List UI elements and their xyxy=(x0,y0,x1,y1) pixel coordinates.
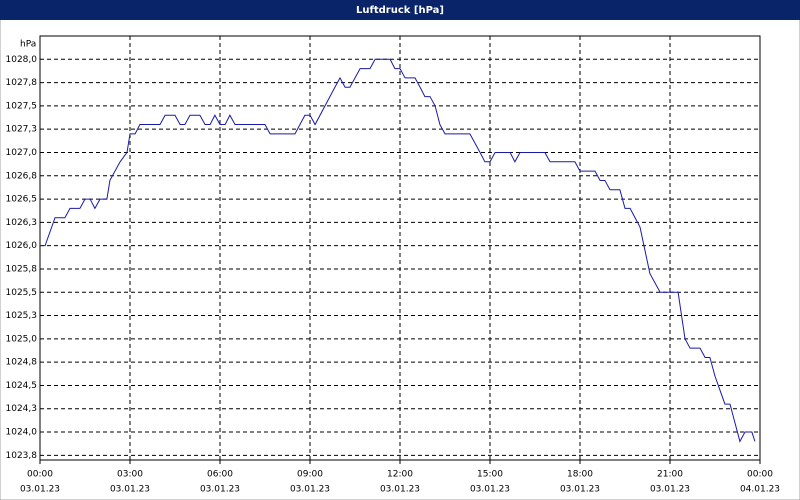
x-tick-date: 03.01.23 xyxy=(470,485,510,495)
x-tick-label: 00:00 xyxy=(27,470,53,480)
y-tick-label: 1027,5 xyxy=(6,101,38,111)
y-tick-label: 1027,3 xyxy=(6,125,38,135)
x-tick-date: 03.01.23 xyxy=(560,485,600,495)
x-tick-date: 04.01.23 xyxy=(740,485,780,495)
y-tick-label: 1023,8 xyxy=(6,451,38,461)
x-tick-label: 00:00 xyxy=(747,470,773,480)
y-tick-label: 1025,5 xyxy=(6,288,38,298)
y-tick-label: 1025,0 xyxy=(6,334,38,344)
x-tick-date: 03.01.23 xyxy=(290,485,330,495)
y-tick-label: 1027,8 xyxy=(6,78,38,88)
y-tick-label: 1024,3 xyxy=(6,404,38,414)
y-tick-label: 1024,8 xyxy=(6,358,38,368)
x-tick-label: 09:00 xyxy=(297,470,323,480)
y-tick-label: 1025,8 xyxy=(6,264,38,274)
y-tick-label: 1026,5 xyxy=(6,195,38,205)
x-tick-date: 03.01.23 xyxy=(110,485,150,495)
x-tick-date: 03.01.23 xyxy=(650,485,690,495)
y-tick-label: 1024,0 xyxy=(6,428,38,438)
x-tick-date: 03.01.23 xyxy=(20,485,60,495)
chart-title: Luftdruck [hPa] xyxy=(356,5,444,16)
y-tick-label: 1026,3 xyxy=(6,218,38,228)
title-bar xyxy=(0,0,800,20)
x-tick-label: 03:00 xyxy=(117,470,143,480)
y-tick-label: 1028,0 xyxy=(6,55,38,65)
x-tick-date: 03.01.23 xyxy=(200,485,240,495)
y-axis-label: hPa xyxy=(20,40,36,50)
x-tick-label: 15:00 xyxy=(477,470,503,480)
y-tick-label: 1026,8 xyxy=(6,171,38,181)
y-tick-label: 1025,3 xyxy=(6,311,38,321)
x-tick-label: 12:00 xyxy=(387,470,413,480)
y-tick-label: 1024,5 xyxy=(6,381,38,391)
x-tick-label: 21:00 xyxy=(657,470,683,480)
x-tick-label: 06:00 xyxy=(207,470,233,480)
x-tick-date: 03.01.23 xyxy=(380,485,420,495)
pressure-line xyxy=(40,58,756,443)
y-tick-label: 1027,0 xyxy=(6,148,38,158)
x-tick-label: 18:00 xyxy=(567,470,593,480)
y-tick-label: 1026,0 xyxy=(6,241,38,251)
